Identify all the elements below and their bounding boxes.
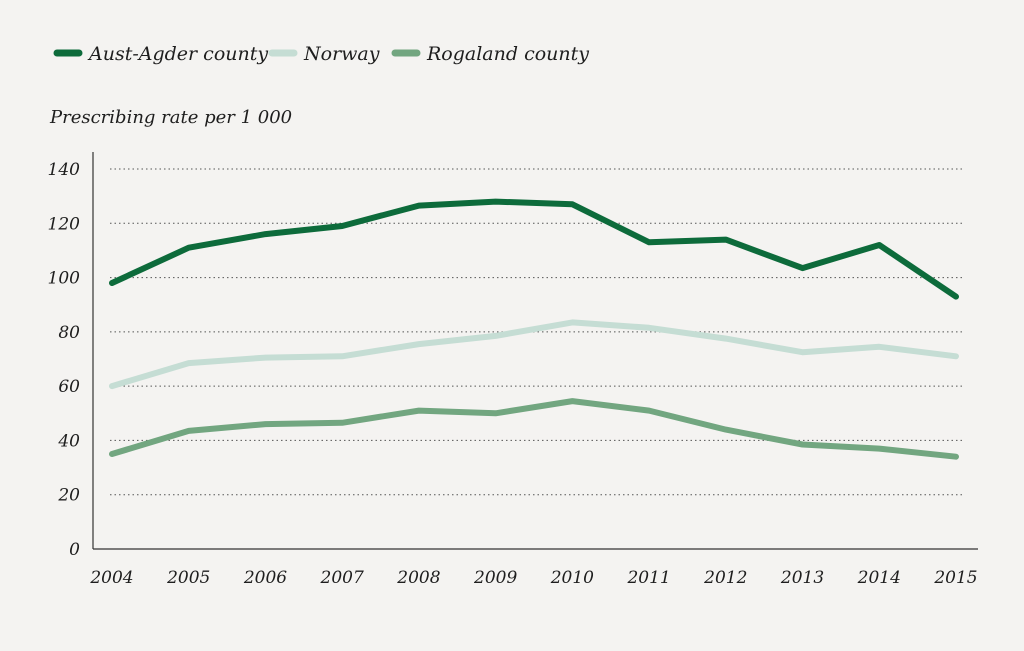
x-tick-label: 2006 (243, 568, 287, 588)
legend-label: Aust-Agder county (87, 43, 268, 65)
legend-item: Aust-Agder county (53, 43, 268, 65)
series-line-rogaland-county (109, 398, 959, 460)
y-tick-label: 0 (69, 540, 80, 560)
x-tick-label: 2005 (166, 568, 210, 588)
series-line-aust-agder-county (109, 198, 959, 300)
x-tick-label: 2011 (626, 568, 670, 588)
y-tick-label: 60 (58, 377, 80, 397)
series-group (109, 198, 959, 460)
legend-label: Rogaland county (426, 43, 589, 65)
y-tick-label: 120 (48, 214, 81, 234)
y-axis-ticks: 0 20 40 60 80 100 120 140 (48, 160, 81, 560)
x-tick-label: 2015 (933, 568, 977, 588)
y-tick-label: 40 (57, 431, 80, 451)
legend-item: Norway (268, 43, 380, 65)
x-axis-ticks: 2004 2005 2006 2007 2008 2009 2010 2011 2012 2013… (89, 568, 977, 588)
y-tick-label: 80 (58, 323, 80, 343)
legend: Aust-Agder county Norway Rogaland county (53, 43, 589, 65)
x-tick-label: 2007 (320, 568, 364, 588)
x-tick-label: 2004 (89, 568, 133, 588)
legend-label: Norway (303, 43, 380, 65)
x-tick-label: 2014 (857, 568, 901, 588)
x-tick-label: 2008 (396, 568, 440, 588)
legend-item: Rogaland county (391, 43, 589, 65)
y-tick-label: 100 (48, 269, 81, 289)
series-line-norway (109, 319, 959, 390)
x-tick-label: 2010 (550, 568, 594, 588)
x-tick-label: 2012 (703, 568, 747, 588)
y-tick-label: 20 (57, 486, 80, 506)
x-tick-label: 2013 (780, 568, 824, 588)
x-tick-label: 2009 (473, 568, 517, 588)
y-tick-label: 140 (48, 160, 81, 180)
y-axis-title: Prescribing rate per 1 000 (49, 107, 292, 128)
